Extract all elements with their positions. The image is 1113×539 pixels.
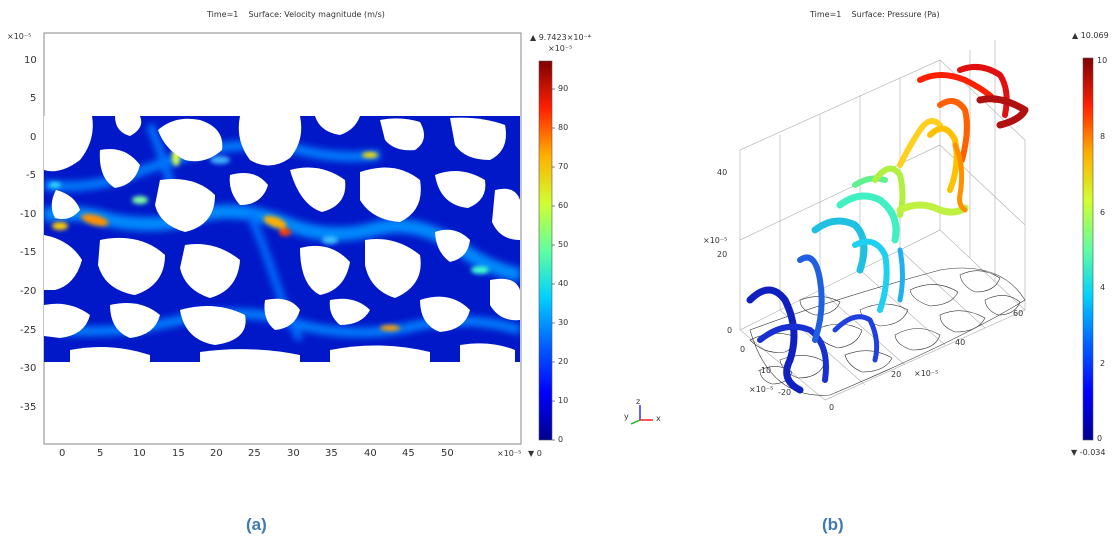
x-tick: 0	[59, 448, 66, 459]
colorbar-tick: 90	[558, 84, 569, 93]
y-tick: 0	[30, 132, 37, 143]
x-tick: 10	[133, 448, 146, 459]
pressure-panel: Time=1 Surface: Pressure (Pa)	[600, 0, 1113, 539]
x-tick: 45	[402, 448, 415, 459]
x-tick: 30	[287, 448, 300, 459]
colorbar-tick: 40	[558, 279, 569, 288]
pressure-colorbar	[1082, 57, 1094, 441]
pressure-plot-title: Time=1 Surface: Pressure (Pa)	[810, 10, 940, 19]
colorbar-exponent: ×10⁻⁵	[548, 44, 573, 53]
coordinate-triad-icon	[630, 405, 653, 425]
velocity-colorbar	[538, 60, 553, 441]
x-tick: 40	[364, 448, 377, 459]
colorbar-tick: 2	[1100, 359, 1106, 368]
z-tick: 20	[717, 250, 728, 259]
x-tick: 0	[829, 403, 835, 412]
y-tick: -35	[20, 402, 37, 413]
triad-x-label: x	[656, 414, 661, 423]
colorbar-tick: 0	[1097, 434, 1103, 443]
colorbar-tick: 4	[1100, 283, 1106, 292]
x-tick: 20	[210, 448, 223, 459]
y-tick: -20	[778, 388, 792, 397]
z-tick: 40	[717, 168, 728, 177]
triad-y-label: y	[624, 412, 629, 421]
x-tick: 5	[97, 448, 104, 459]
y-axis-exponent: ×10⁻⁵	[7, 32, 32, 41]
colorbar-tick: 50	[558, 240, 569, 249]
colorbar-min-label: ▼ -0.034	[1071, 448, 1106, 457]
x-tick: 15	[172, 448, 185, 459]
x-tick: 35	[325, 448, 338, 459]
3d-axis-grid	[739, 40, 1026, 401]
x-tick: 60	[1013, 309, 1024, 318]
velocity-panel: Time=1 Surface: Velocity magnitude (m/s)…	[7, 10, 591, 534]
colorbar-tick: 60	[558, 201, 569, 210]
velocity-field-plot	[43, 32, 555, 445]
x-tick: 20	[891, 370, 902, 379]
colorbar-tick: 0	[558, 435, 564, 444]
colorbar-max-label: ▲ 9.7423×10⁻⁴	[530, 33, 591, 42]
colorbar-tick: 6	[1100, 208, 1106, 217]
porous-domain	[44, 116, 520, 362]
colorbar-tick: 80	[558, 123, 569, 132]
y-exponent: ×10⁻⁵	[749, 385, 774, 394]
velocity-plot-title: Time=1 Surface: Velocity magnitude (m/s)	[207, 10, 385, 19]
colorbar-tick: 10	[558, 396, 569, 405]
colorbar-tick: 30	[558, 318, 569, 327]
colorbar-max-label: ▲ 10.069	[1072, 31, 1109, 40]
y-tick: 0	[740, 345, 746, 354]
z-exponent: ×10⁻⁵	[703, 236, 728, 245]
y-tick: -20	[20, 286, 37, 297]
x-axis-exponent: ×10⁻⁵	[497, 449, 522, 458]
panel-a-caption: (a)	[246, 515, 267, 534]
colorbar-min-label: ▼ 0	[528, 449, 542, 458]
z-tick: 0	[727, 326, 733, 335]
colorbar-tick: 20	[558, 357, 569, 366]
y-tick: -30	[20, 363, 37, 374]
y-tick: 10	[24, 55, 37, 66]
panel-b-caption: (b)	[822, 515, 844, 534]
triad-z-label: z	[636, 397, 641, 406]
y-tick: -10	[20, 209, 37, 220]
pressure-3d-plot	[630, 40, 1094, 441]
y-tick: -5	[26, 170, 36, 181]
colorbar-tick: 70	[558, 162, 569, 171]
colorbar-tick: 8	[1100, 132, 1106, 141]
y-tick: -25	[20, 325, 37, 336]
x-tick: 50	[441, 448, 454, 459]
y-tick: -15	[20, 247, 37, 258]
colorbar-tick: 10	[1097, 56, 1108, 65]
pressure-surface	[746, 63, 1029, 394]
x-exponent: ×10⁻⁵	[914, 369, 939, 378]
y-tick: 5	[30, 93, 37, 104]
y-tick: -10	[758, 366, 772, 375]
x-tick: 40	[955, 338, 966, 347]
x-tick: 25	[248, 448, 261, 459]
